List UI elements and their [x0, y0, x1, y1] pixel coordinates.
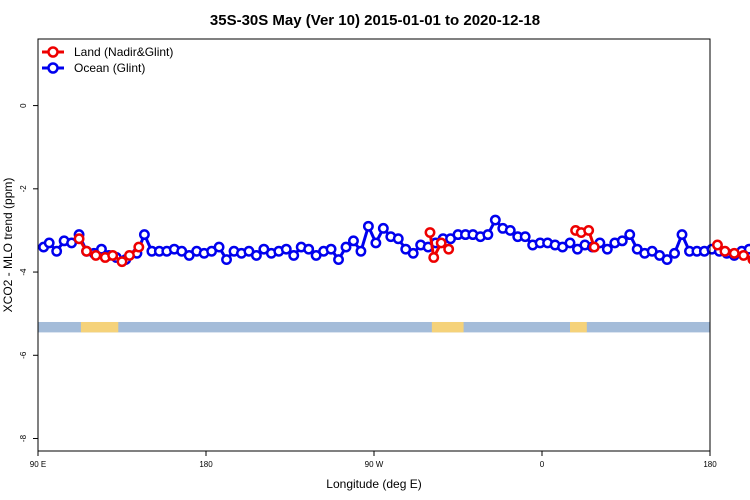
- x-tick-label-2: 90 W: [365, 460, 384, 469]
- x-tick-label-0: 90 E: [30, 460, 46, 469]
- land-series-seg0-point-0: [73, 233, 85, 245]
- ocean-series-point-64: [519, 231, 531, 243]
- y-tick-label-4: -8: [19, 434, 28, 442]
- land-series-seg3-point-1: [719, 245, 731, 257]
- land-span-0: [80, 321, 119, 333]
- ocean-series-point-83: [661, 254, 673, 266]
- legend-land-label: Land (Nadir&Glint): [74, 45, 173, 59]
- ocean-series-point-39: [333, 254, 344, 266]
- ocean-series-point-45: [377, 222, 389, 234]
- ocean-series-point-23: [213, 241, 225, 253]
- ocean-series-point-84: [669, 247, 680, 259]
- land-mask-band: [38, 321, 710, 333]
- ocean-series-point-77: [616, 235, 628, 247]
- x-axis: 90 E 180 90 W 0 180: [30, 451, 717, 469]
- land-series-seg1-point-0: [424, 227, 436, 238]
- ocean-series-point-41: [348, 235, 359, 247]
- land-series-seg1-point-1: [428, 252, 440, 263]
- ocean-series-point-24: [221, 254, 232, 266]
- y-tick-label-3: -6: [19, 351, 28, 359]
- land-series-seg3-point-0: [712, 239, 723, 251]
- ocean-series-point-33: [288, 249, 300, 261]
- ocean-series-point-1: [43, 237, 55, 249]
- land-series-seg3-point-2: [728, 247, 740, 259]
- legend-land-marker: [47, 46, 59, 58]
- ocean-series-point-2: [51, 245, 63, 257]
- land-series-seg2-point-2: [583, 224, 595, 236]
- ocean-series-point-49: [407, 247, 419, 259]
- chart-title: 35S-30S May (Ver 10) 2015-01-01 to 2020-…: [210, 12, 540, 29]
- y-axis: 0 -2 -4 -6 -8: [19, 103, 38, 442]
- ocean-series-point-28: [250, 249, 262, 261]
- ocean-series-point-44: [370, 237, 382, 249]
- y-tick-label-1: -2: [19, 185, 28, 193]
- ocean-series-point-32: [280, 243, 292, 255]
- ocean-series-point-62: [504, 224, 516, 236]
- land-series-seg0-point-7: [133, 241, 145, 253]
- land-series-seg0-point-5: [116, 256, 128, 268]
- x-tick-label-1: 180: [199, 460, 213, 469]
- ocean-series-point-43: [362, 220, 374, 232]
- legend-ocean-marker: [47, 62, 59, 74]
- ocean-series-point-75: [601, 243, 613, 255]
- x-axis-label: Longitude (deg E): [326, 477, 421, 491]
- ocean-series-point-38: [325, 243, 337, 255]
- ocean-series-point-78: [624, 229, 636, 241]
- series-layer: [38, 214, 750, 268]
- legend-ocean-label: Ocean (Glint): [74, 61, 145, 75]
- y-axis-label: XCO2 - MLO trend (ppm): [1, 178, 15, 313]
- land-series-seg1-point-3: [443, 243, 455, 255]
- land-series-seg0-point-4: [107, 249, 119, 261]
- land-series-seg0-point-6: [124, 249, 135, 261]
- land-series-seg0-point-2: [90, 249, 102, 261]
- ocean-series-point-40: [340, 241, 352, 253]
- x-tick-label-4: 180: [703, 460, 717, 469]
- ocean-series-point-42: [355, 245, 367, 257]
- land-series-seg0-point-1: [81, 245, 92, 257]
- land-span-1: [431, 321, 464, 333]
- ocean-band: [38, 321, 710, 333]
- y-tick-label-2: -4: [19, 268, 28, 276]
- x-tick-label-3: 0: [540, 460, 545, 469]
- land-span-2: [570, 321, 587, 333]
- legend: Land (Nadir&Glint) Ocean (Glint): [42, 45, 173, 75]
- ocean-series-point-85: [676, 229, 688, 241]
- y-tick-label-0: 0: [19, 103, 28, 108]
- land-series-seg3-point-3: [738, 249, 750, 261]
- ocean-series-point-47: [392, 233, 404, 245]
- land-series-seg1-point-2: [435, 237, 447, 249]
- ocean-series-point-60: [489, 214, 501, 226]
- ocean-series-point-70: [564, 237, 576, 249]
- ocean-series-point-35: [303, 243, 315, 255]
- ocean-series-point-59: [482, 229, 494, 241]
- land-series-seg2-point-3: [588, 241, 600, 253]
- ocean-series-point-13: [138, 229, 150, 241]
